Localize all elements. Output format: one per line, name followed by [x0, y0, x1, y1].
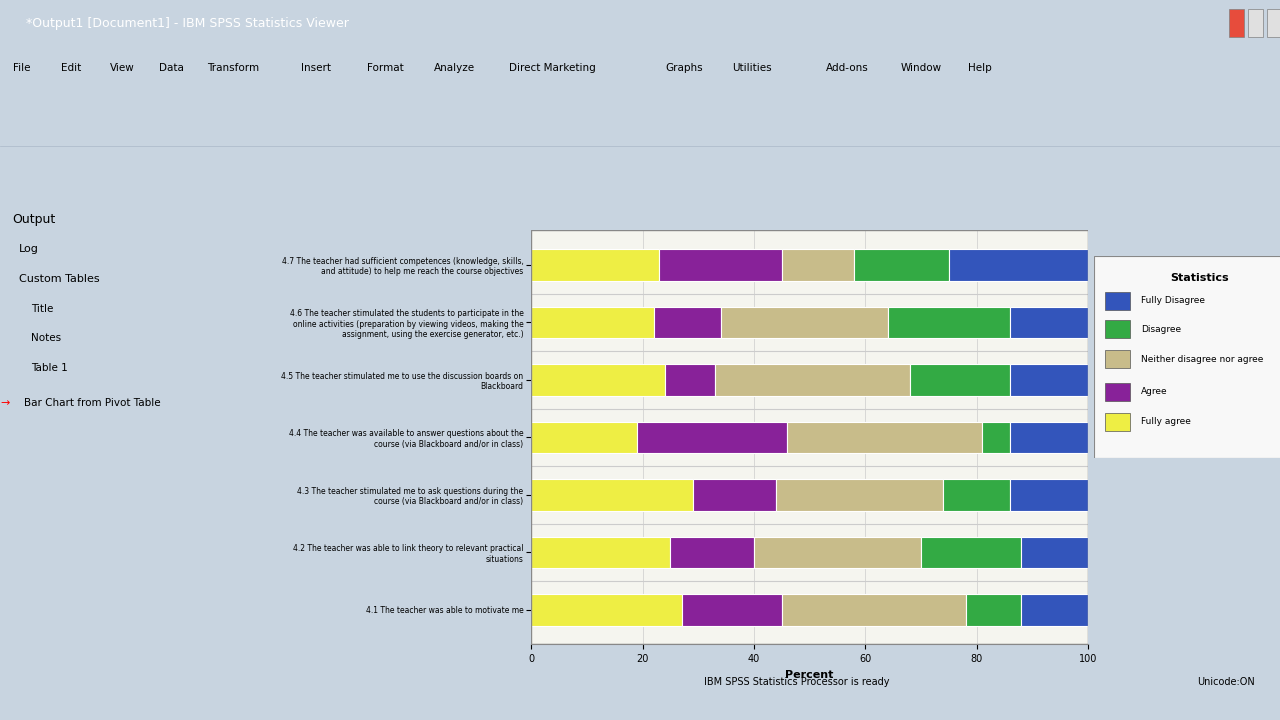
Bar	[531, 422, 637, 453]
Bar	[776, 479, 943, 510]
Text: Bar Chart from Pivot Table: Bar Chart from Pivot Table	[24, 398, 160, 408]
Bar	[1248, 9, 1263, 37]
Text: Analyze: Analyze	[434, 63, 475, 73]
Bar	[531, 479, 692, 510]
Bar	[965, 594, 1021, 626]
Bar	[716, 364, 910, 396]
FancyBboxPatch shape	[1094, 256, 1280, 458]
Text: Unicode:ON: Unicode:ON	[1197, 678, 1254, 687]
Bar	[531, 249, 659, 281]
Bar	[1010, 364, 1088, 396]
Text: Data: Data	[159, 63, 183, 73]
Bar	[1105, 320, 1130, 338]
Bar	[1105, 382, 1130, 400]
Text: Agree: Agree	[1140, 387, 1167, 396]
Text: Notes: Notes	[31, 333, 61, 343]
Text: *Output1 [Document1] - IBM SPSS Statistics Viewer: *Output1 [Document1] - IBM SPSS Statisti…	[26, 17, 348, 30]
Text: Statistics: Statistics	[1171, 273, 1229, 283]
Text: Log: Log	[19, 244, 38, 254]
Bar	[692, 479, 776, 510]
Bar	[782, 249, 854, 281]
Text: Transform: Transform	[207, 63, 260, 73]
Bar	[1267, 9, 1280, 37]
Bar	[1010, 479, 1088, 510]
Text: →: →	[0, 398, 9, 408]
Bar	[671, 536, 754, 568]
Bar	[654, 307, 721, 338]
Bar	[1105, 292, 1130, 310]
Bar	[681, 594, 782, 626]
Text: Window: Window	[901, 63, 942, 73]
Text: View: View	[110, 63, 134, 73]
Bar	[948, 249, 1088, 281]
Bar	[922, 536, 1021, 568]
Bar	[659, 249, 782, 281]
Bar	[1229, 9, 1244, 37]
Bar	[1105, 350, 1130, 369]
Bar	[664, 364, 716, 396]
Text: Table 1: Table 1	[31, 364, 68, 373]
Text: Insert: Insert	[301, 63, 330, 73]
Bar	[721, 307, 887, 338]
Text: Neither disagree nor agree: Neither disagree nor agree	[1140, 355, 1263, 364]
Bar	[531, 307, 654, 338]
Text: File: File	[13, 63, 31, 73]
Text: Edit: Edit	[61, 63, 82, 73]
Bar	[1021, 594, 1088, 626]
Bar	[787, 422, 982, 453]
Text: Disagree: Disagree	[1140, 325, 1181, 333]
Bar	[1010, 307, 1088, 338]
Bar	[854, 249, 948, 281]
Bar	[887, 307, 1010, 338]
Text: Output: Output	[12, 212, 55, 226]
Text: Add-ons: Add-ons	[826, 63, 868, 73]
Text: Fully agree: Fully agree	[1140, 418, 1190, 426]
Bar	[754, 536, 922, 568]
Bar	[943, 479, 1010, 510]
Bar	[637, 422, 787, 453]
Bar	[531, 594, 681, 626]
Bar	[1010, 422, 1088, 453]
Bar	[910, 364, 1010, 396]
Text: Graphs: Graphs	[666, 63, 703, 73]
Text: Fully Disagree: Fully Disagree	[1140, 297, 1204, 305]
Bar	[531, 536, 671, 568]
Bar	[531, 364, 664, 396]
Bar	[1021, 536, 1088, 568]
Text: Custom Tables: Custom Tables	[19, 274, 100, 284]
Text: Title: Title	[31, 304, 54, 314]
Text: Format: Format	[367, 63, 404, 73]
Text: Utilities: Utilities	[732, 63, 772, 73]
Bar	[982, 422, 1010, 453]
Text: Help: Help	[968, 63, 992, 73]
X-axis label: Percent: Percent	[786, 670, 833, 680]
Text: Direct Marketing: Direct Marketing	[509, 63, 596, 73]
Text: IBM SPSS Statistics Processor is ready: IBM SPSS Statistics Processor is ready	[704, 678, 890, 687]
Bar	[1105, 413, 1130, 431]
Bar	[782, 594, 965, 626]
